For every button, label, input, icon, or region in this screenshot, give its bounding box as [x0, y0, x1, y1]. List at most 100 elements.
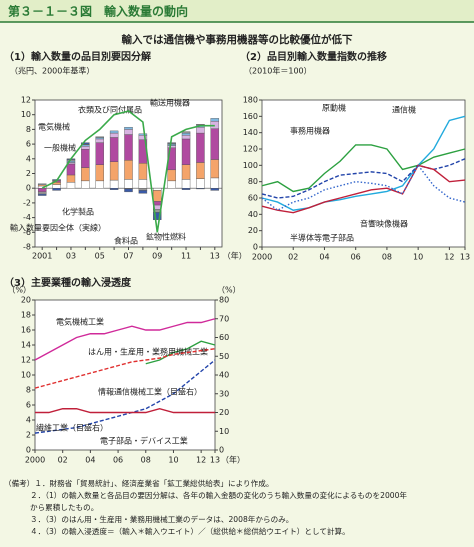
line-label: 輸入数量要因全体（実線） [10, 223, 106, 233]
y-tick-label: 12 [21, 96, 31, 105]
bar-segment [37, 193, 47, 196]
y-tick-label: 0 [26, 184, 31, 193]
series-line [261, 144, 466, 193]
y-tick-label: 20 [248, 226, 258, 235]
series-label: 繊維工業（目盛右） [36, 423, 108, 433]
y-tick-label: 14 [21, 341, 31, 350]
x-unit: （年） [221, 455, 245, 465]
y2-tick-label: 60 [219, 333, 229, 342]
y-tick-label: 40 [248, 210, 258, 219]
y-tick-label: 20 [21, 296, 31, 305]
unit-label: （兆円、2000年基準） [10, 66, 94, 76]
bar-segment [109, 132, 119, 138]
y-tick-label: 10 [21, 110, 31, 119]
y-tick-label: 16 [21, 326, 31, 335]
bar-segment [109, 137, 119, 162]
bar-segment [210, 177, 220, 189]
bar-segment [124, 160, 133, 180]
y-tick-label: 120 [243, 145, 258, 154]
x-tick-label: 13 [210, 456, 220, 465]
bar-segment [124, 134, 133, 161]
series-label: 音響映像機器 [360, 219, 408, 229]
bar-segment [81, 142, 90, 145]
bar-segment [138, 190, 148, 194]
bar-segment [196, 126, 205, 134]
x-tick-label: 02 [58, 456, 68, 465]
series-line [34, 348, 216, 389]
bar-segment [95, 136, 104, 138]
plot-area [34, 299, 216, 451]
x-tick-label: 13 [210, 252, 220, 261]
x-tick-label: 06 [113, 456, 123, 465]
chart-title: （2）品目別輸入数量指数の推移 [240, 50, 387, 63]
y-tick-label: 12 [21, 356, 31, 365]
note: ４．（3）の輸入浸透度＝（輸入＊輸入ウエイト）／（総供給＊総供給ウエイト）として… [30, 526, 350, 536]
note: から累積したもの。 [30, 502, 98, 512]
bar-segment [196, 124, 205, 126]
note: ３．（3）のはん用・生産用・業務用機械工業のデータは、2008年からのみ。 [30, 514, 293, 524]
series-label: 通信機 [392, 105, 416, 115]
x-tick-label: 07 [123, 252, 133, 261]
bar-segment [81, 180, 90, 189]
x-tick-label: 08 [141, 456, 151, 465]
y-tick-label: 10 [21, 371, 31, 380]
y-tick-label: 6 [26, 401, 31, 410]
y-unit: （%） [7, 286, 31, 295]
series-line [261, 164, 466, 214]
series-line [261, 164, 466, 212]
bar-segment [167, 145, 176, 148]
y-tick-label: -2 [23, 198, 31, 207]
bar-segment [181, 135, 191, 140]
series-line [35, 408, 215, 414]
y-tick-label: 8 [26, 125, 31, 134]
series-label: 事務用機器 [290, 126, 330, 136]
series-label: 電気機械工業 [56, 317, 104, 327]
y-tick-label: 0 [253, 243, 258, 252]
bar-segment [138, 163, 148, 180]
y-tick-label: 4 [26, 154, 31, 163]
series-label: 原動機 [322, 103, 346, 113]
series-line [34, 318, 216, 361]
x-tick-label: 11 [181, 252, 191, 261]
bar-segment [181, 179, 191, 189]
x-tick-label: 12 [196, 456, 206, 465]
series-label: 化学製品 [62, 207, 94, 217]
chart-title: （1）輸入数量の品目別要因分解 [4, 50, 151, 63]
bar-segment [81, 149, 90, 168]
y-tick-label: -4 [23, 213, 31, 222]
x-unit: （年） [223, 251, 247, 261]
series-label: 衣類及び同付属品 [78, 105, 142, 115]
x-tick-label: 04 [319, 253, 329, 262]
y-tick-label: 160 [243, 112, 258, 121]
bar-segment [124, 129, 133, 135]
bar-segment [210, 118, 220, 122]
bar-segment [81, 167, 90, 182]
bar-segment [37, 183, 47, 185]
bar-segment [109, 130, 119, 134]
x-tick-label: 12 [444, 253, 454, 262]
y-tick-label: 2 [26, 169, 31, 178]
bar-segment [52, 187, 61, 191]
bar-segment [167, 143, 176, 146]
bar-segment [153, 190, 162, 202]
series-line [261, 115, 466, 211]
bar-segment [196, 132, 205, 163]
total-line [41, 110, 215, 233]
chart-title: （3）主要業種の輸入浸透度 [4, 276, 132, 289]
bar-segment [52, 184, 61, 189]
bar-segment [95, 137, 104, 140]
bar-segment [37, 187, 47, 193]
bar-segment [95, 164, 104, 182]
y2-tick-label: 40 [219, 371, 229, 380]
y2-tick-label: 0 [219, 446, 224, 455]
y-tick-label: 180 [243, 96, 258, 105]
series-label: 食料品 [114, 236, 138, 246]
bar-segment [66, 182, 76, 189]
series-label: 電子部品・デバイス工業 [100, 436, 188, 446]
y-tick-label: 80 [248, 177, 258, 186]
bar-segment [210, 187, 220, 191]
y-tick-label: 18 [21, 311, 31, 320]
bar-segment [181, 131, 191, 134]
bar-segment [95, 138, 104, 143]
